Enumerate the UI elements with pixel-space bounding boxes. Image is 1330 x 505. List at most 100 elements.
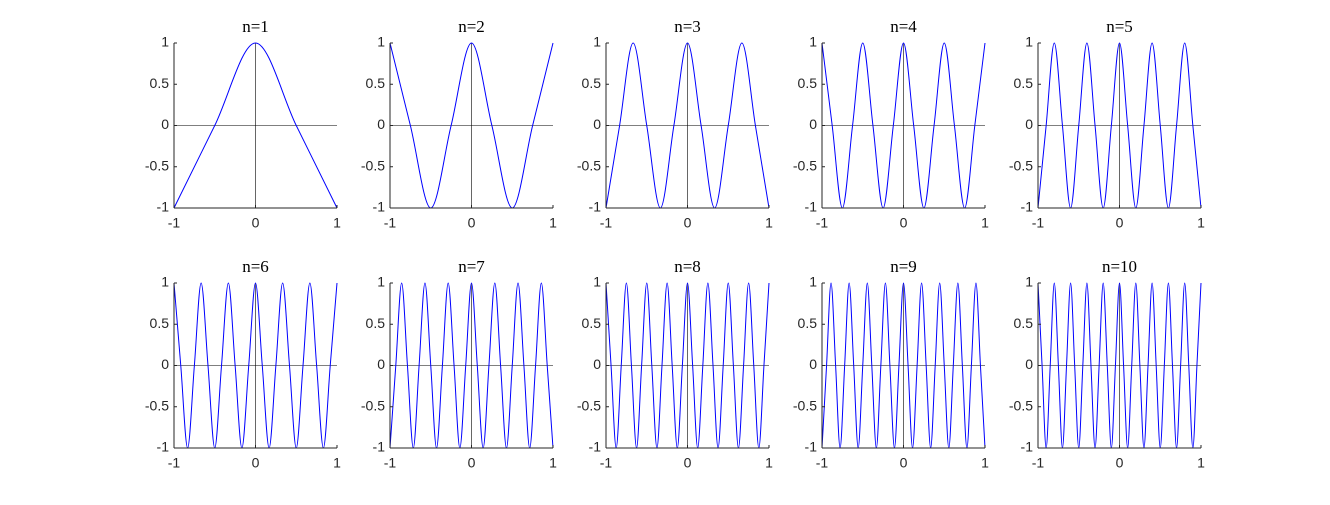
x-tick-label: 1 — [549, 215, 557, 231]
x-tick-label: -1 — [600, 215, 613, 231]
curve — [173, 42, 338, 209]
y-tick-label: -0.5 — [1009, 157, 1033, 173]
y-tick-label: 0.5 — [582, 75, 602, 91]
y-tick-label: 0.5 — [1014, 315, 1034, 331]
x-tick-label: 1 — [1197, 455, 1205, 471]
y-tick-label: -1 — [373, 439, 386, 455]
subplot-title: n=10 — [1102, 257, 1137, 276]
y-tick-label: 0 — [161, 356, 169, 372]
y-tick-label: 1 — [377, 274, 385, 290]
x-tick-label: 0 — [1116, 215, 1124, 231]
y-tick-label: 0.5 — [582, 315, 602, 331]
y-tick-label: 0.5 — [150, 315, 170, 331]
x-tick-label: -1 — [600, 455, 613, 471]
subplot-title: n=3 — [674, 17, 701, 36]
y-tick-label: -1 — [157, 199, 170, 215]
x-tick-label: -1 — [168, 215, 181, 231]
y-tick-label: 1 — [161, 274, 169, 290]
y-tick-label: -1 — [373, 199, 386, 215]
y-tick-label: 0.5 — [150, 75, 170, 91]
y-tick-label: -0.5 — [793, 157, 817, 173]
y-tick-label: 0 — [593, 116, 601, 132]
x-tick-label: 0 — [684, 455, 692, 471]
y-tick-label: 1 — [593, 34, 601, 50]
x-tick-label: 1 — [333, 215, 341, 231]
subplot-title: n=8 — [674, 257, 701, 276]
y-tick-label: 1 — [809, 274, 817, 290]
y-tick-label: 1 — [809, 34, 817, 50]
y-tick-label: 0 — [593, 356, 601, 372]
curve — [173, 282, 338, 449]
curve — [821, 42, 986, 209]
subplot-title: n=7 — [458, 257, 485, 276]
x-tick-label: 0 — [900, 215, 908, 231]
y-tick-label: 0 — [809, 356, 817, 372]
y-tick-label: 0.5 — [798, 315, 818, 331]
x-tick-label: 1 — [981, 455, 989, 471]
y-tick-label: -0.5 — [145, 397, 169, 413]
x-tick-label: 0 — [468, 215, 476, 231]
y-tick-label: -0.5 — [1009, 397, 1033, 413]
y-tick-label: 0 — [1025, 116, 1033, 132]
y-tick-label: 0.5 — [1014, 75, 1034, 91]
subplot-title: n=1 — [242, 17, 269, 36]
y-tick-label: 1 — [161, 34, 169, 50]
x-tick-label: -1 — [1032, 215, 1045, 231]
y-tick-label: 0 — [377, 116, 385, 132]
x-tick-label: 1 — [333, 455, 341, 471]
curve — [605, 282, 770, 449]
x-tick-label: 0 — [468, 455, 476, 471]
x-tick-label: 0 — [252, 215, 260, 231]
curve — [1037, 42, 1202, 209]
y-tick-label: 1 — [1025, 34, 1033, 50]
curve — [389, 282, 554, 449]
curve — [1037, 282, 1202, 449]
x-tick-label: 0 — [684, 215, 692, 231]
y-tick-label: 1 — [1025, 274, 1033, 290]
y-tick-label: -1 — [157, 439, 170, 455]
y-tick-label: -1 — [589, 199, 602, 215]
y-tick-label: -0.5 — [145, 157, 169, 173]
subplot-title: n=6 — [242, 257, 269, 276]
y-tick-label: 0.5 — [366, 315, 386, 331]
x-tick-label: -1 — [816, 455, 829, 471]
x-tick-label: 1 — [1197, 215, 1205, 231]
y-tick-label: -0.5 — [577, 397, 601, 413]
y-tick-label: -0.5 — [793, 397, 817, 413]
y-tick-label: -1 — [1021, 199, 1034, 215]
y-tick-label: -0.5 — [361, 397, 385, 413]
curve — [605, 42, 770, 209]
y-tick-label: 0 — [809, 116, 817, 132]
x-tick-label: 1 — [981, 215, 989, 231]
curve — [821, 282, 986, 449]
x-tick-label: -1 — [384, 215, 397, 231]
x-tick-label: -1 — [816, 215, 829, 231]
subplot-title: n=2 — [458, 17, 485, 36]
y-tick-label: -1 — [805, 439, 818, 455]
y-tick-label: 0.5 — [366, 75, 386, 91]
y-tick-label: 1 — [377, 34, 385, 50]
x-tick-label: 1 — [549, 455, 557, 471]
subplot-title: n=5 — [1106, 17, 1133, 36]
x-tick-label: 0 — [1116, 455, 1124, 471]
y-tick-label: 0 — [377, 356, 385, 372]
x-tick-label: -1 — [168, 455, 181, 471]
y-tick-label: -0.5 — [577, 157, 601, 173]
curve — [389, 42, 554, 209]
y-tick-label: 0 — [161, 116, 169, 132]
y-tick-label: -1 — [805, 199, 818, 215]
x-tick-label: 1 — [765, 455, 773, 471]
y-tick-label: 0 — [1025, 356, 1033, 372]
x-tick-label: -1 — [384, 455, 397, 471]
y-tick-label: -1 — [1021, 439, 1034, 455]
y-tick-label: -1 — [589, 439, 602, 455]
x-tick-label: 0 — [252, 455, 260, 471]
x-tick-label: 1 — [765, 215, 773, 231]
subplot-title: n=9 — [890, 257, 917, 276]
y-tick-label: 0.5 — [798, 75, 818, 91]
x-tick-label: 0 — [900, 455, 908, 471]
y-tick-label: -0.5 — [361, 157, 385, 173]
y-tick-label: 1 — [593, 274, 601, 290]
